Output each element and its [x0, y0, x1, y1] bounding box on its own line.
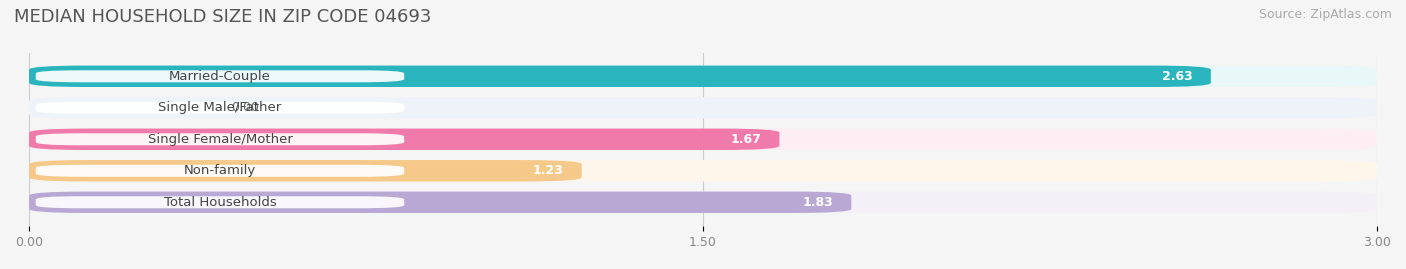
Text: Source: ZipAtlas.com: Source: ZipAtlas.com: [1258, 8, 1392, 21]
FancyBboxPatch shape: [30, 129, 1376, 150]
FancyBboxPatch shape: [35, 196, 404, 208]
FancyBboxPatch shape: [30, 129, 779, 150]
Text: Single Male/Father: Single Male/Father: [159, 101, 281, 114]
FancyBboxPatch shape: [35, 165, 404, 177]
FancyBboxPatch shape: [30, 66, 1211, 87]
Text: MEDIAN HOUSEHOLD SIZE IN ZIP CODE 04693: MEDIAN HOUSEHOLD SIZE IN ZIP CODE 04693: [14, 8, 432, 26]
FancyBboxPatch shape: [35, 133, 404, 145]
Text: 1.23: 1.23: [533, 164, 564, 177]
FancyBboxPatch shape: [30, 160, 582, 182]
FancyBboxPatch shape: [35, 102, 404, 114]
Text: Total Households: Total Households: [163, 196, 277, 209]
FancyBboxPatch shape: [30, 192, 1376, 213]
Text: Non-family: Non-family: [184, 164, 256, 177]
Text: 0.00: 0.00: [231, 101, 259, 114]
Text: Single Female/Mother: Single Female/Mother: [148, 133, 292, 146]
Text: Married-Couple: Married-Couple: [169, 70, 271, 83]
FancyBboxPatch shape: [30, 160, 1376, 182]
FancyBboxPatch shape: [30, 192, 851, 213]
Text: 2.63: 2.63: [1163, 70, 1192, 83]
Text: 1.67: 1.67: [731, 133, 762, 146]
FancyBboxPatch shape: [30, 97, 1376, 118]
FancyBboxPatch shape: [35, 70, 404, 82]
FancyBboxPatch shape: [30, 66, 1376, 87]
Text: 1.83: 1.83: [803, 196, 834, 209]
